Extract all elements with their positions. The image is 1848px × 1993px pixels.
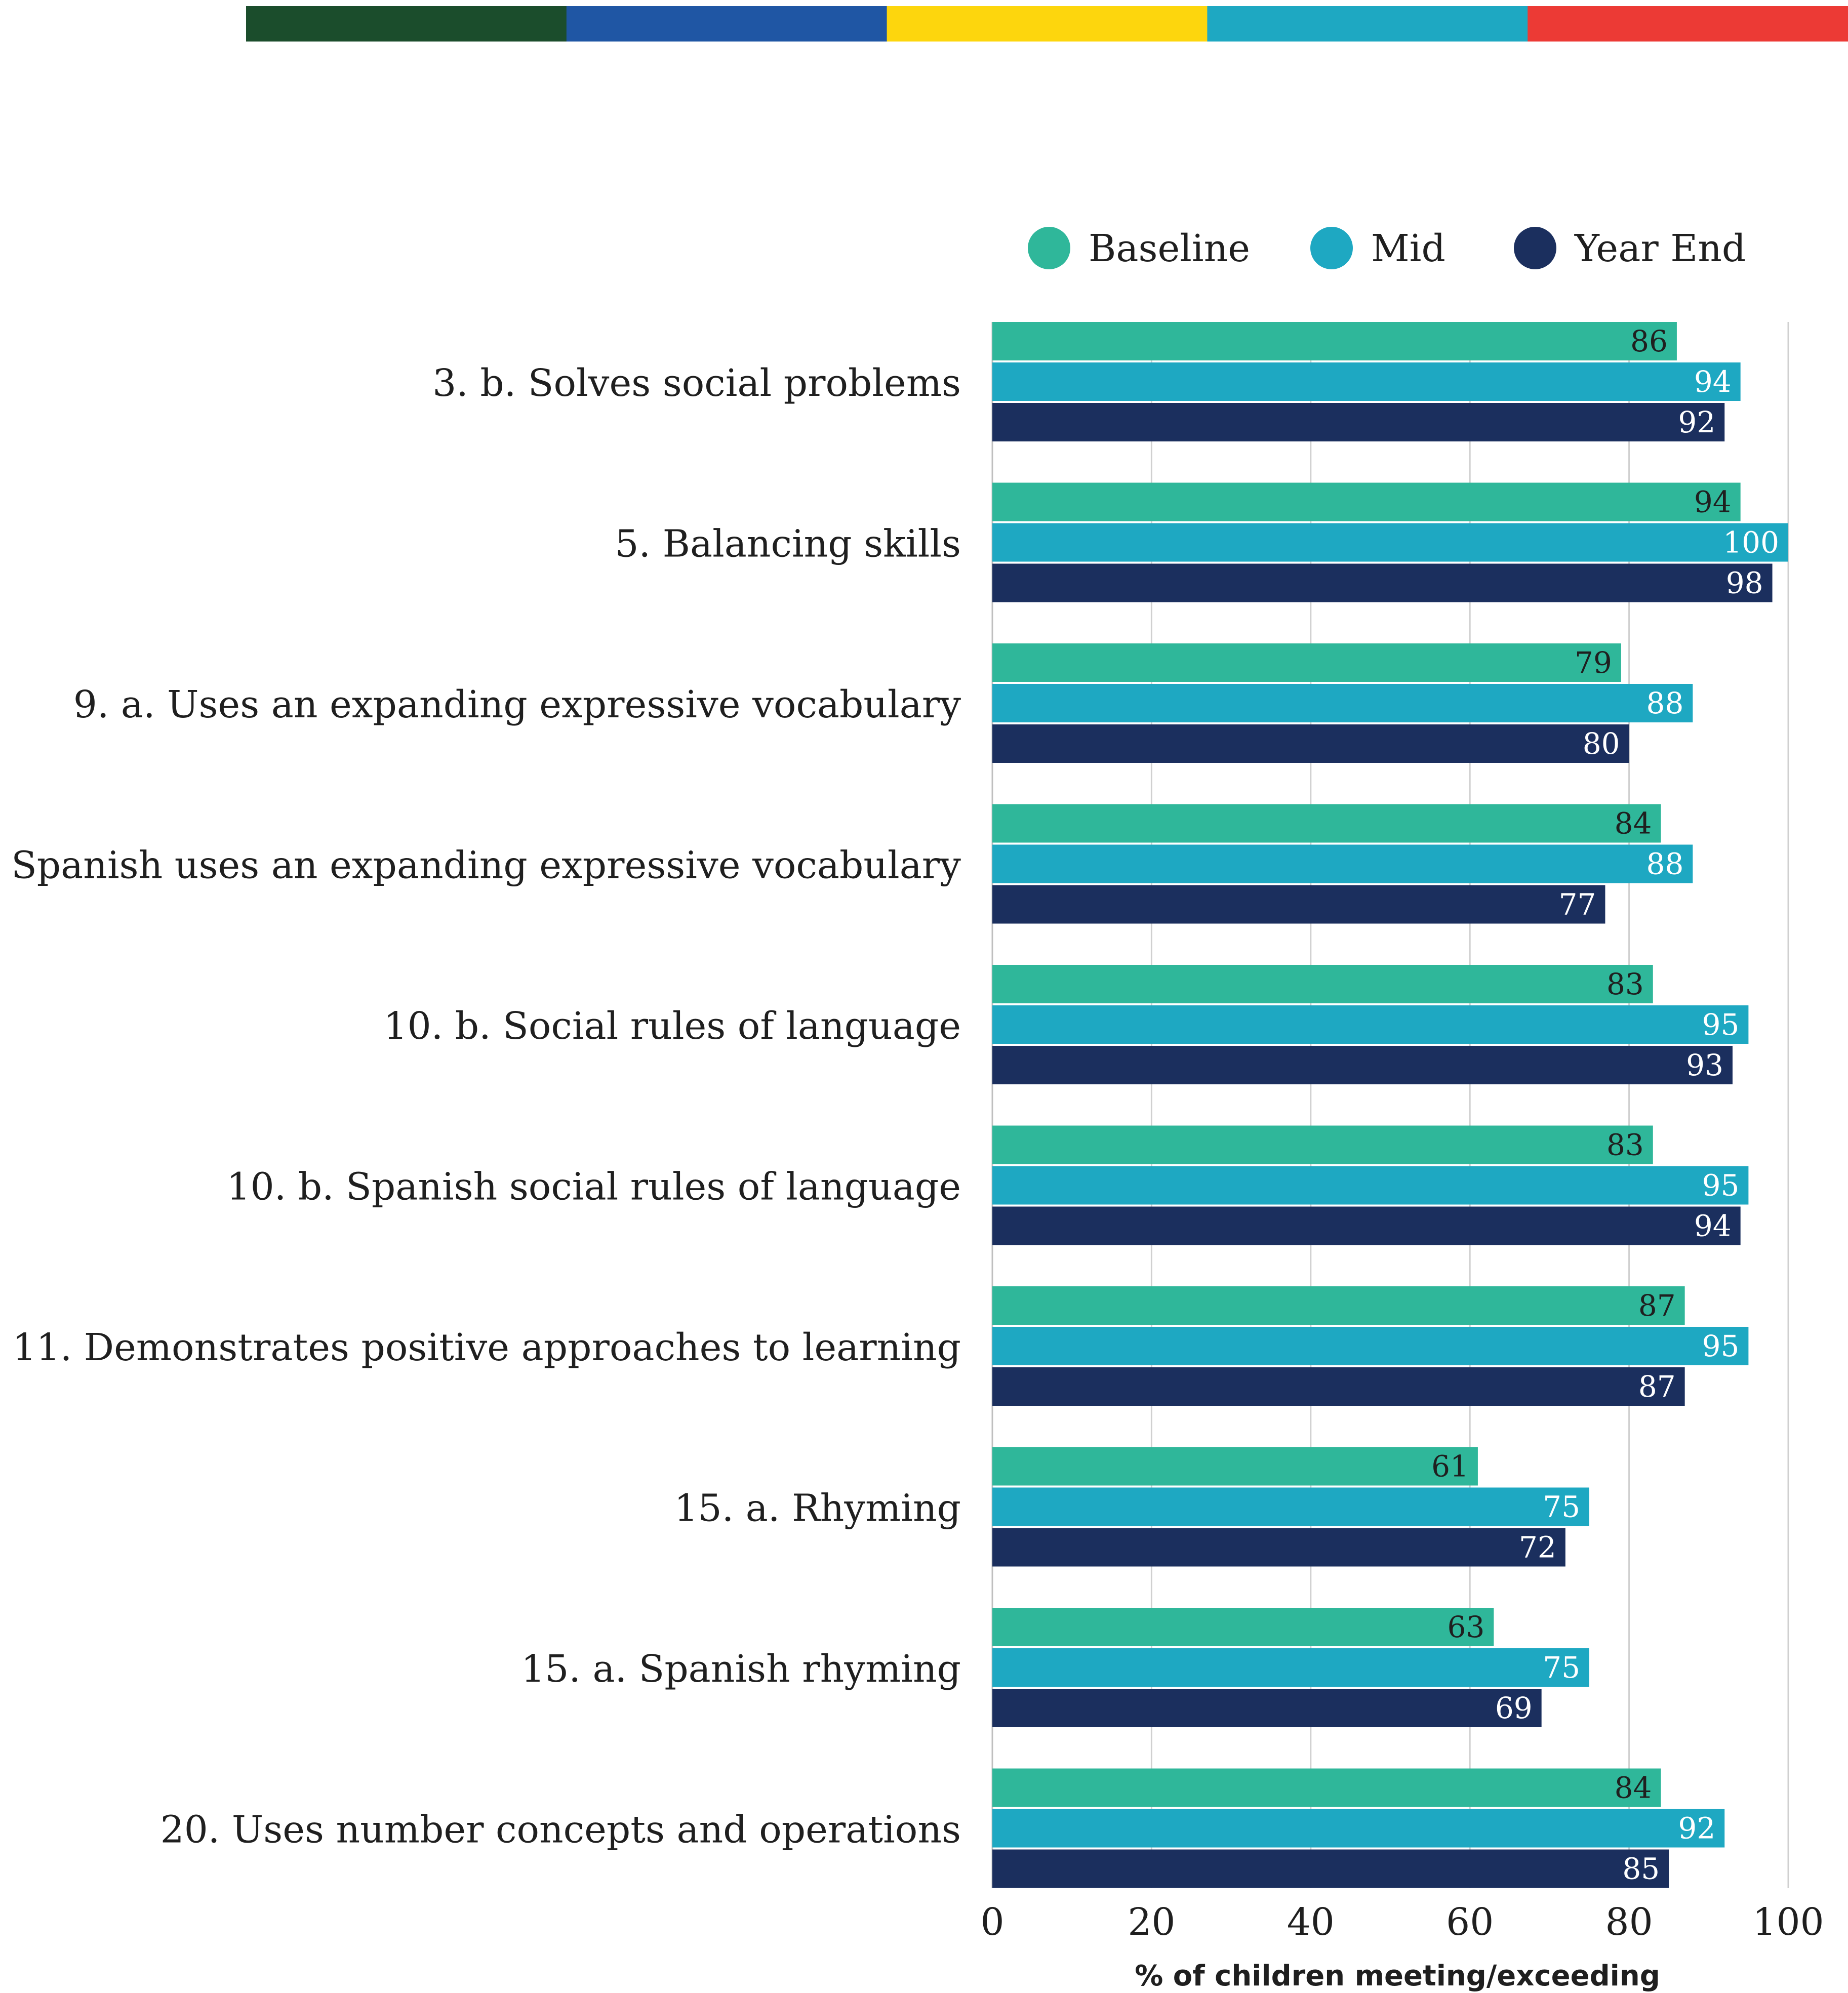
category-label-7: 11. Demonstrates positive approaches to … (13, 1326, 961, 1369)
legend-marker-mid (1310, 227, 1353, 269)
bar-mid-2 (992, 523, 1788, 562)
category-label-6: 10. b. Spanish social rules of language (227, 1165, 961, 1209)
bar-baseline-10 (992, 1768, 1661, 1807)
bar-baseline-8 (992, 1447, 1478, 1486)
bars (992, 322, 1788, 1888)
bar-baseline-9 (992, 1608, 1494, 1646)
bar-baseline-7 (992, 1286, 1685, 1325)
category-label-8: 15. a. Rhyming (674, 1487, 961, 1530)
x-tick-label-40: 40 (1287, 1900, 1335, 1944)
legend-item-baseline: Baseline (1028, 227, 1250, 270)
value-labels: 86 94 92 94 100 98 79 88 80 84 88 77 83 95 93 83 95 94 87 9… (1431, 324, 1779, 1886)
value-label-mid-1: 94 (1694, 364, 1732, 399)
legend-marker-baseline (1028, 227, 1070, 269)
bar-year-end-1 (992, 403, 1725, 441)
category-label-2: 5. Balancing skills (615, 522, 961, 566)
bar-year-end-3 (992, 724, 1629, 763)
bar-mid-8 (992, 1487, 1589, 1526)
legend-item-year-end: Year End (1514, 227, 1746, 270)
color-band-segment-3 (887, 6, 1208, 42)
value-label-year-end-9: 69 (1495, 1691, 1533, 1725)
legend: Baseline Mid Year End (1028, 227, 1746, 270)
x-axis-title: % of children meeting/exceeding (1135, 1960, 1660, 1992)
value-label-baseline-1: 86 (1630, 324, 1668, 358)
bar-year-end-7 (992, 1367, 1685, 1406)
category-labels: 3. b. Solves social problems 5. Balancing… (0, 361, 961, 1852)
value-label-year-end-3: 80 (1583, 726, 1620, 761)
value-label-year-end-5: 93 (1686, 1048, 1723, 1082)
category-label-4: 9. a. Spanish uses an expanding expressi… (0, 844, 961, 887)
x-tick-labels: 0 20 40 60 80 100 (980, 1900, 1824, 1944)
value-label-mid-3: 88 (1646, 686, 1684, 720)
bar-baseline-6 (992, 1125, 1653, 1164)
legend-marker-year-end (1514, 227, 1556, 269)
value-label-baseline-6: 83 (1606, 1128, 1644, 1162)
value-label-mid-5: 95 (1702, 1007, 1740, 1042)
value-label-year-end-1: 92 (1678, 405, 1715, 439)
legend-item-mid: Mid (1310, 227, 1445, 270)
value-label-year-end-6: 94 (1694, 1209, 1732, 1243)
bar-baseline-5 (992, 965, 1653, 1003)
bar-baseline-1 (992, 322, 1677, 360)
bar-baseline-4 (992, 804, 1661, 843)
bar-year-end-9 (992, 1689, 1542, 1727)
value-label-mid-6: 95 (1702, 1168, 1740, 1203)
x-tick-label-0: 0 (980, 1900, 1004, 1944)
value-label-baseline-4: 84 (1615, 806, 1652, 841)
x-tick-label-20: 20 (1128, 1900, 1175, 1944)
color-band-segment-2 (566, 6, 888, 42)
value-label-baseline-7: 87 (1638, 1288, 1676, 1323)
value-label-baseline-8: 61 (1431, 1449, 1469, 1484)
legend-label-baseline: Baseline (1089, 227, 1250, 270)
value-label-year-end-4: 77 (1559, 887, 1596, 922)
color-band-segment-1 (246, 6, 567, 42)
value-label-mid-7: 95 (1702, 1329, 1740, 1363)
x-tick-label-60: 60 (1446, 1900, 1494, 1944)
category-label-10: 20. Uses number concepts and operations (160, 1808, 961, 1852)
color-band-segment-4 (1207, 6, 1529, 42)
value-label-mid-2: 100 (1723, 525, 1779, 560)
value-label-baseline-10: 84 (1615, 1771, 1652, 1805)
category-label-1: 3. b. Solves social problems (432, 361, 961, 405)
value-label-baseline-9: 63 (1448, 1610, 1485, 1644)
x-tick-label-100: 100 (1752, 1900, 1824, 1944)
category-label-9: 15. a. Spanish rhyming (521, 1647, 961, 1691)
bar-mid-6 (992, 1166, 1749, 1205)
bar-mid-10 (992, 1809, 1725, 1848)
value-label-mid-4: 88 (1646, 847, 1684, 881)
bar-mid-9 (992, 1648, 1589, 1687)
bar-mid-5 (992, 1005, 1749, 1044)
value-label-year-end-7: 87 (1638, 1369, 1676, 1404)
bar-baseline-2 (992, 482, 1741, 521)
value-label-year-end-8: 72 (1519, 1530, 1556, 1565)
value-label-year-end-2: 98 (1726, 566, 1763, 600)
x-tick-label-80: 80 (1605, 1900, 1653, 1944)
bar-mid-4 (992, 844, 1693, 883)
value-label-baseline-2: 94 (1694, 485, 1732, 519)
bar-year-end-10 (992, 1849, 1669, 1888)
bar-year-end-2 (992, 563, 1773, 602)
bar-year-end-5 (992, 1046, 1733, 1084)
value-label-mid-8: 75 (1543, 1490, 1580, 1524)
legend-label-year-end: Year End (1574, 227, 1746, 270)
bar-year-end-4 (992, 885, 1605, 924)
value-label-mid-10: 92 (1678, 1811, 1715, 1846)
category-label-5: 10. b. Social rules of language (384, 1004, 961, 1048)
bar-baseline-3 (992, 643, 1621, 682)
bar-year-end-6 (992, 1206, 1741, 1245)
color-band-segment-5 (1528, 6, 1848, 42)
legend-label-mid: Mid (1371, 227, 1445, 270)
bar-mid-7 (992, 1327, 1749, 1365)
category-label-3: 9. a. Uses an expanding expressive vocab… (73, 683, 961, 726)
value-label-year-end-10: 85 (1622, 1852, 1660, 1886)
bar-year-end-8 (992, 1528, 1565, 1567)
bar-mid-3 (992, 684, 1693, 722)
top-color-band (246, 6, 1848, 42)
bar-mid-1 (992, 362, 1741, 401)
value-label-baseline-5: 83 (1606, 967, 1644, 1001)
value-label-mid-9: 75 (1543, 1650, 1580, 1685)
value-label-baseline-3: 79 (1575, 645, 1612, 680)
